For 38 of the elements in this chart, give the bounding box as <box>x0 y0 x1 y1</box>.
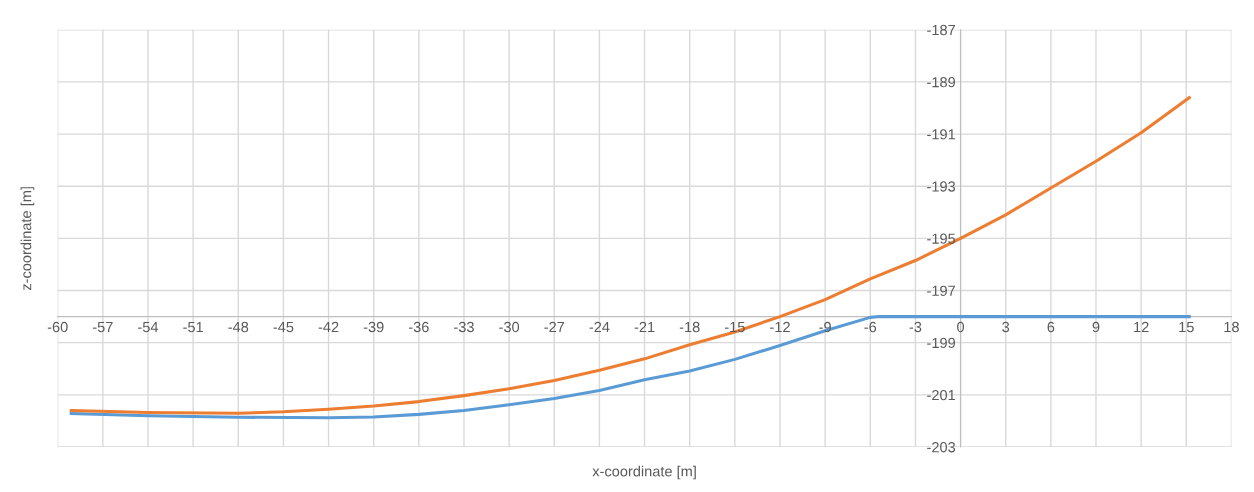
x-tick-label: -36 <box>408 321 429 333</box>
x-tick-label: -27 <box>544 321 565 333</box>
y-tick-label: -193 <box>927 181 956 192</box>
x-tick-label: 3 <box>1002 321 1010 333</box>
x-tick-label: -57 <box>92 322 113 333</box>
x-tick-label: -54 <box>138 322 159 333</box>
x-tick-label: -12 <box>770 321 790 333</box>
x-tick-label: 6 <box>1047 321 1055 333</box>
x-tick-label: -60 <box>47 321 68 333</box>
x-tick-label: -24 <box>589 321 610 333</box>
x-tick-label: -51 <box>183 322 203 333</box>
y-tick-label: -199 <box>927 337 956 349</box>
x-tick-label: -39 <box>363 321 384 333</box>
x-axis-title: x-coordinate [m] <box>592 465 696 480</box>
y-tick-label: -189 <box>927 77 956 88</box>
x-tick-label: -48 <box>228 321 249 333</box>
y-tick-label: -191 <box>927 129 955 140</box>
x-tick-label: -33 <box>454 321 474 333</box>
x-tick-label: -21 <box>634 321 655 333</box>
y-tick-label: -195 <box>927 233 956 244</box>
y-tick-label: -203 <box>927 442 956 453</box>
x-tick-label: 9 <box>1092 321 1100 333</box>
x-tick-label: -9 <box>819 321 831 333</box>
x-tick-label: -15 <box>724 322 745 333</box>
x-tick-label: 15 <box>1179 322 1194 333</box>
y-tick-label: -187 <box>927 24 955 36</box>
x-tick-label: -3 <box>909 321 922 333</box>
y-axis-title: z-coordinate [m] <box>20 187 35 291</box>
x-tick-label: -30 <box>499 321 520 333</box>
y-tick-label: -197 <box>927 285 955 296</box>
x-tick-label: 0 <box>957 321 965 333</box>
x-tick-label: 18 <box>1224 321 1239 333</box>
x-tick-label: -6 <box>864 321 877 333</box>
x-tick-label: -45 <box>273 322 294 333</box>
y-tick-label: -201 <box>927 389 955 401</box>
x-tick-label: 12 <box>1134 321 1149 333</box>
x-tick-label: -18 <box>679 321 700 333</box>
x-tick-label: -42 <box>318 321 339 333</box>
